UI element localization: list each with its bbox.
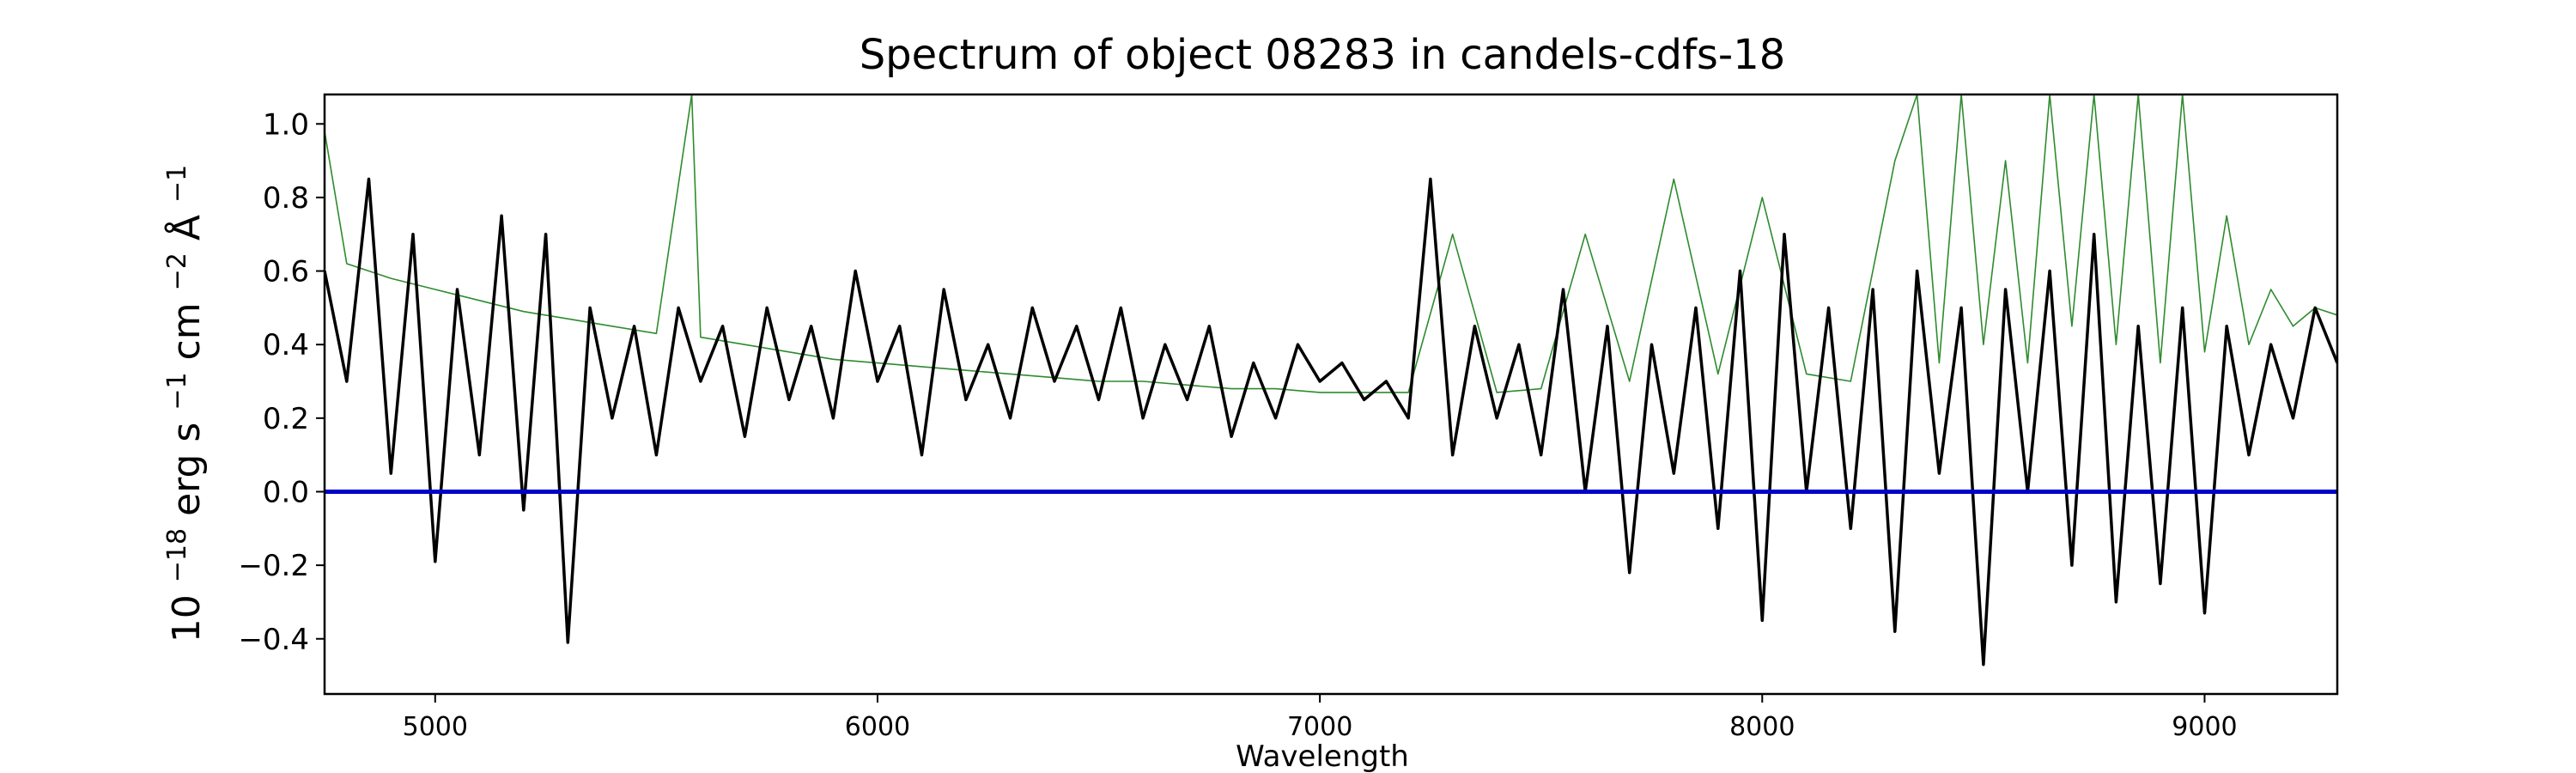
chart-title: Spectrum of object 08283 in candels-cdfs… [860, 31, 1786, 79]
y-tick-label: 1.0 [263, 107, 309, 142]
y-tick-label: 0.6 [263, 255, 309, 289]
y-tick-label: 0.8 [263, 181, 309, 216]
y-label-mid2: cm [165, 302, 209, 360]
y-label-exp2: −1 [162, 372, 192, 410]
flux-series-line [325, 177, 2337, 666]
y-axis-label: 10 −18 erg s −1 cm −2 Å −1 [151, 165, 209, 642]
series-group [325, 94, 2337, 666]
x-tick-label: 6000 [845, 712, 910, 742]
x-tick-label: 8000 [1729, 712, 1795, 742]
y-tick-label: 0.4 [263, 328, 309, 362]
x-tick-label: 9000 [2172, 712, 2237, 742]
y-label-base: 10 [165, 594, 209, 642]
x-axis-label: Wavelength [1236, 740, 1409, 773]
y-label-mid3: Å [163, 215, 209, 240]
y-label-exp1: −18 [162, 528, 192, 582]
x-tick-label: 5000 [403, 712, 468, 742]
plot-area: −0.4 −0.2 0.0 0.2 0.4 0.6 0.8 1.0 5000 6000 7000 80… [238, 93, 2339, 742]
x-tick-label: 7000 [1287, 712, 1352, 742]
y-tick-label: −0.2 [238, 549, 309, 583]
y-label-mid1: erg s [165, 423, 209, 516]
plot-frame [323, 93, 2339, 696]
model-series-line [325, 94, 2337, 393]
y-tick-label: 0.2 [263, 402, 309, 436]
y-label-exp3: −2 [162, 253, 192, 290]
y-label-exp4: −1 [162, 165, 192, 203]
y-tick-label: 0.0 [263, 475, 309, 509]
y-tick-label: −0.4 [238, 623, 309, 657]
